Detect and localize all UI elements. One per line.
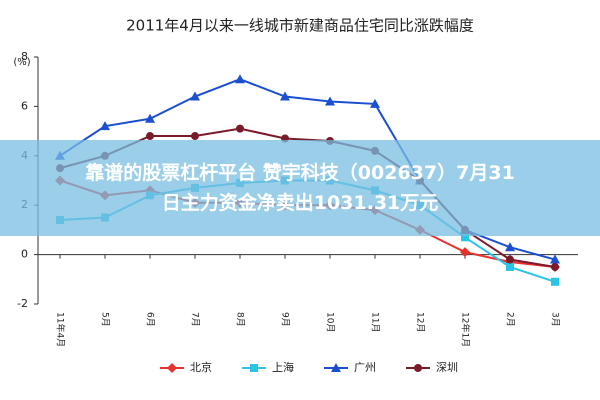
marker	[551, 262, 559, 271]
x-tick-label: 2月	[505, 312, 516, 327]
legend-label: 北京	[190, 360, 212, 374]
overlay-line: 日主力资金净卖出1031.31万元	[161, 192, 439, 214]
marker	[370, 98, 380, 108]
marker	[145, 113, 155, 123]
x-tick-label: 11年4月	[55, 312, 67, 347]
marker	[331, 363, 341, 372]
marker	[236, 124, 244, 133]
marker	[506, 262, 514, 271]
marker	[505, 242, 515, 252]
marker	[551, 277, 559, 286]
marker	[506, 255, 514, 264]
x-tick-label: 12年1月	[460, 312, 472, 347]
marker	[146, 132, 154, 141]
legend-label: 上海	[272, 360, 294, 374]
overlay-line: 靠谱的股票杠杆平台 赞宇科技（002637）7月31	[85, 162, 515, 184]
x-tick-label: 5月	[100, 312, 111, 327]
x-tick-label: 8月	[235, 312, 246, 327]
marker	[100, 121, 110, 131]
x-tick-label: 11月	[370, 312, 381, 332]
marker	[167, 363, 177, 373]
marker	[461, 233, 469, 242]
x-tick-label: 7月	[190, 312, 201, 327]
marker	[191, 132, 199, 141]
marker	[280, 91, 290, 101]
y-unit: (%)	[13, 57, 30, 68]
x-tick-label: 6月	[145, 312, 156, 327]
marker	[325, 96, 335, 106]
marker	[550, 254, 560, 264]
overlay-banner: 靠谱的股票杠杆平台 赞宇科技（002637）7月31 日主力资金净卖出1031.…	[0, 140, 600, 236]
y-tick-label: 8	[21, 50, 28, 63]
marker	[414, 364, 422, 372]
legend-label: 深圳	[436, 361, 458, 374]
y-tick-label: 0	[21, 248, 28, 261]
x-tick-label: 3月	[550, 312, 561, 327]
marker	[190, 91, 200, 101]
legend-label: 广州	[354, 361, 376, 374]
marker	[235, 74, 245, 84]
x-tick-label: 10月	[325, 312, 336, 332]
chart-title: 2011年4月以来一线城市新建商品住宅同比涨跌幅度	[126, 17, 474, 35]
marker	[250, 364, 258, 372]
y-tick-label: 6	[21, 99, 28, 112]
x-tick-label: 9月	[280, 312, 291, 327]
x-tick-label: 12月	[415, 312, 426, 332]
marker	[460, 247, 470, 258]
y-tick-label: -2	[17, 297, 28, 310]
